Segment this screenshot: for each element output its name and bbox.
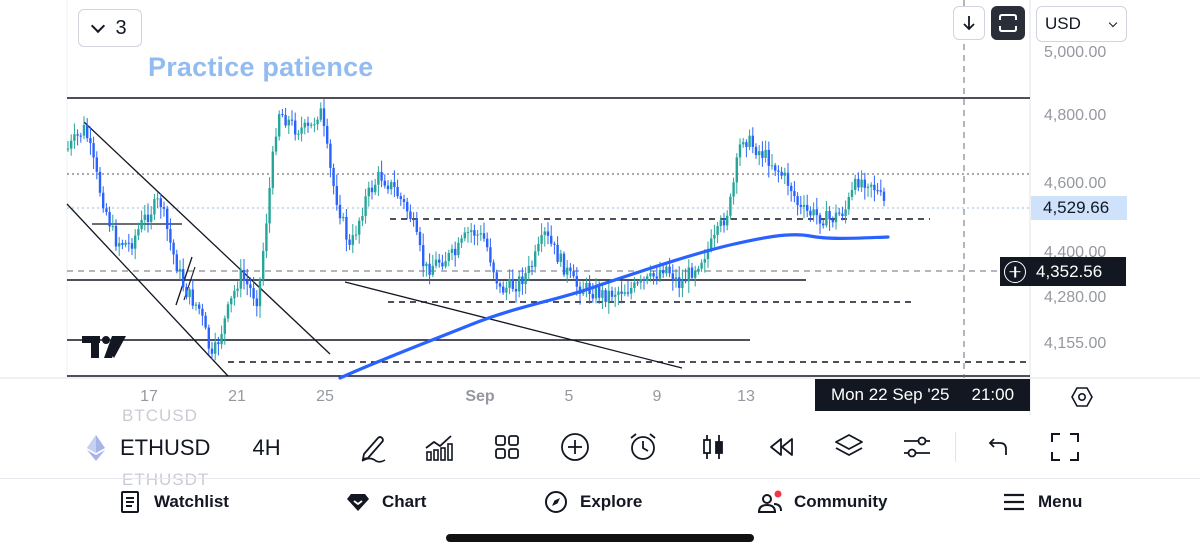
home-indicator	[446, 534, 754, 542]
layers-button[interactable]	[832, 430, 866, 464]
alerts-button[interactable]	[626, 430, 660, 464]
indicators-button[interactable]	[422, 430, 456, 464]
price-axis-label: 4,800.00	[1044, 107, 1107, 124]
tradingview-logo-icon	[82, 336, 126, 358]
price-axis-label: 5,000.00	[1044, 44, 1107, 61]
watchlist-icon	[121, 491, 139, 513]
currency-value: USD	[1045, 14, 1081, 33]
chart-diamond-icon	[347, 494, 369, 511]
time-axis-label: 9	[652, 388, 662, 405]
nav-watchlist-label: Watchlist	[154, 492, 229, 511]
nav-community[interactable]: Community	[758, 490, 888, 514]
crosshair-date-label: Mon 22 Sep '25 21:00	[815, 379, 1030, 411]
chevron-down-icon	[91, 18, 106, 33]
timeframe-selector[interactable]: 4H	[252, 435, 281, 460]
nav-community-label: Community	[794, 492, 888, 511]
price-axis-label: 4,400.00	[1044, 244, 1107, 261]
toolbar-divider	[955, 432, 956, 462]
chart-settings-button[interactable]	[900, 430, 934, 464]
trend-line-down[interactable]	[344, 281, 683, 369]
alert-icon	[630, 433, 656, 460]
crosshair-price-value: 4,352.56	[1036, 261, 1103, 281]
nav-menu-label: Menu	[1038, 492, 1083, 511]
time-axis-label: 25	[316, 388, 334, 405]
time-axis-label: 5	[564, 388, 574, 405]
expand-icon	[999, 14, 1017, 32]
add-icon	[561, 433, 589, 461]
nav-watchlist[interactable]: Watchlist	[118, 490, 229, 514]
scroll-down-button[interactable]	[953, 6, 985, 40]
time-axis-label: Sep	[465, 388, 495, 405]
crosshair-time: 21:00	[971, 385, 1015, 404]
add-button[interactable]	[558, 430, 592, 464]
layers-icon	[835, 434, 863, 456]
ghost-symbol-above: BTCUSD	[122, 406, 198, 425]
nav-menu[interactable]: Menu	[1002, 490, 1082, 514]
price-axis-label: 4,600.00	[1044, 175, 1107, 192]
price-axis-label: 4,155.00	[1044, 335, 1107, 352]
nav-explore[interactable]: Explore	[544, 490, 642, 514]
bottom-navigation	[0, 478, 1200, 528]
ghost-symbol-below: ETHUSDT	[122, 470, 210, 489]
indicators-icon	[425, 435, 453, 461]
replay-icon	[770, 438, 793, 456]
undo-button[interactable]	[980, 430, 1014, 464]
community-icon	[758, 490, 782, 513]
candlesticks	[66, 99, 886, 361]
time-axis-label: 21	[228, 388, 246, 405]
ethereum-icon	[87, 435, 105, 461]
undo-icon	[988, 438, 1007, 455]
fullscreen-button[interactable]	[1048, 430, 1082, 464]
symbol-selector[interactable]: ETHUSD 4H	[84, 434, 281, 462]
replay-button[interactable]	[764, 430, 798, 464]
drawing-tools-button[interactable]	[356, 430, 390, 464]
chart-settings-icon[interactable]	[1070, 385, 1094, 409]
candles-icon	[703, 435, 723, 459]
chart-annotation-text[interactable]: Practice patience	[148, 52, 374, 82]
expand-chart-button[interactable]	[991, 6, 1025, 40]
price-chart[interactable]	[0, 0, 1200, 415]
compass-icon	[545, 491, 567, 513]
crosshair-date: Mon 22 Sep '25	[830, 385, 950, 404]
menu-icon	[1004, 493, 1024, 511]
templates-icon	[495, 435, 519, 459]
chart-type-button[interactable]	[696, 430, 730, 464]
layout-count: 3	[115, 16, 127, 39]
trend-channel-lower[interactable]	[66, 203, 229, 377]
time-axis-label: 13	[737, 388, 755, 405]
layout-selector[interactable]: 3	[78, 9, 142, 47]
currency-select[interactable]: USD	[1036, 6, 1127, 42]
moving-average-line[interactable]	[338, 233, 890, 380]
price-axis-label: 4,280.00	[1044, 289, 1107, 306]
chevron-down-icon	[1108, 18, 1118, 27]
arrow-down-icon	[963, 16, 975, 31]
nav-chart-label: Chart	[382, 492, 427, 511]
symbol-name: ETHUSD	[120, 435, 211, 460]
trend-channel-upper[interactable]	[83, 121, 331, 355]
templates-button[interactable]	[490, 430, 524, 464]
crosshair-price-label[interactable]: 4,352.56	[1000, 257, 1126, 286]
nav-explore-label: Explore	[580, 492, 643, 511]
time-axis-label: 17	[140, 388, 158, 405]
fullscreen-icon	[1051, 433, 1079, 461]
current-price-label: 4,529.66	[1031, 196, 1127, 220]
drawing-icon	[361, 436, 386, 463]
add-plus-icon[interactable]	[1004, 260, 1026, 283]
nav-chart[interactable]: Chart	[346, 490, 426, 514]
settings-sliders-icon	[904, 436, 930, 458]
